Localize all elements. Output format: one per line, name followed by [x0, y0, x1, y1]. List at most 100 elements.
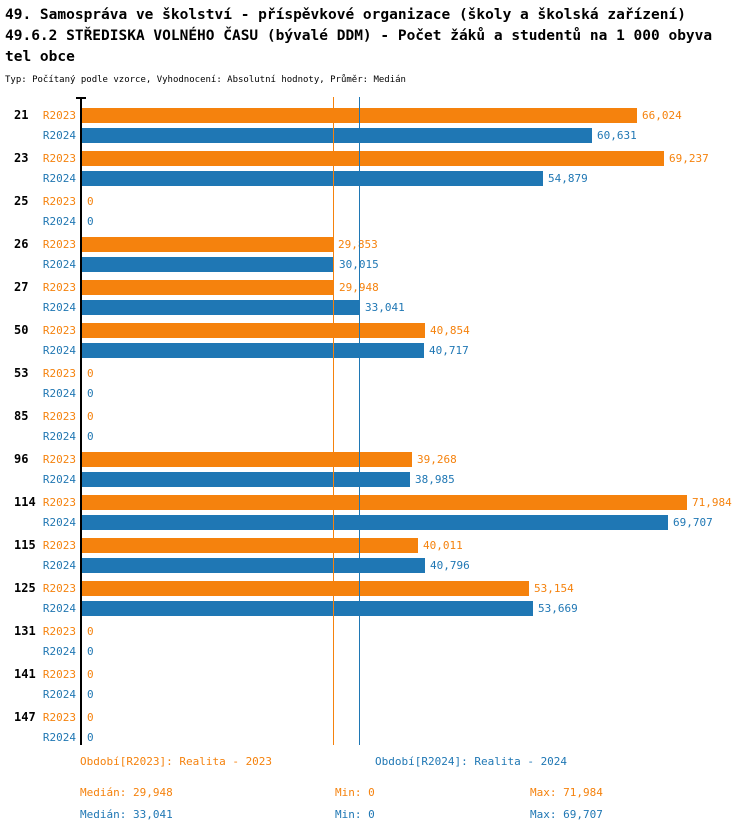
category-row-23: 23 R2023 69,237 R2024 54,879 [0, 143, 750, 186]
bar-line-r2023: R2023 0 [0, 624, 750, 639]
bar-value-r2023: 39,268 [417, 453, 457, 466]
bar-value-r2023: 66,024 [642, 109, 682, 122]
bar-value-r2024: 0 [87, 215, 94, 228]
bar-r2024 [82, 257, 334, 272]
category-label: 115 [14, 538, 36, 552]
series-label-r2023: R2023 [42, 109, 76, 122]
bar-value-r2024: 0 [87, 645, 94, 658]
series-label-r2024: R2024 [42, 172, 76, 185]
bar-r2024 [82, 515, 668, 530]
bar-value-r2023: 29,948 [339, 280, 379, 295]
bar-r2023 [82, 151, 664, 166]
legend-label-r2024: Období[R2024]: Realita - 2024 [375, 755, 568, 768]
bar-line-r2024: R2024 0 [0, 644, 750, 659]
bar-value-r2023: 0 [87, 410, 94, 423]
series-label-r2024: R2024 [42, 688, 76, 701]
series-label-r2023: R2023 [42, 152, 76, 165]
stats-row-r2024: Medián: 33,041 Min: 0 Max: 69,707 [0, 808, 750, 822]
series-label-r2024: R2024 [42, 301, 76, 314]
bar-line-r2023: R2023 66,024 [0, 108, 750, 123]
series-label-r2024: R2024 [42, 731, 76, 744]
category-row-50: 50 R2023 40,854 R2024 40,717 [0, 315, 750, 358]
chart-rows: 21 R2023 66,024 R2024 60,631 23 R2023 69,237 R20… [0, 100, 750, 745]
category-label: 23 [14, 151, 29, 165]
bar-r2024 [82, 558, 425, 573]
bar-r2024 [82, 300, 360, 315]
bar-value-r2023: 0 [87, 195, 94, 208]
series-label-r2024: R2024 [42, 215, 76, 228]
legend-label-r2023: Období[R2023]: Realita - 2023 [80, 755, 273, 768]
bar-value-r2024: 0 [87, 387, 94, 400]
series-label-r2023: R2023 [42, 625, 76, 638]
category-label: 147 [14, 710, 36, 724]
series-label-r2024: R2024 [42, 344, 76, 357]
bar-value-r2023: 53,154 [534, 582, 574, 595]
category-label: 26 [14, 237, 29, 251]
bar-r2023 [82, 538, 418, 553]
bar-line-r2024: R2024 53,669 [0, 601, 750, 616]
bar-value-r2024: 0 [87, 430, 94, 443]
series-label-r2024: R2024 [42, 516, 76, 529]
report-title-line-1: 49. Samospráva ve školství - příspěvkové… [5, 7, 686, 23]
category-row-125: 125 R2023 53,154 R2024 53,669 [0, 573, 750, 616]
bar-value-r2023: 29,853 [338, 238, 378, 251]
bar-value-r2023: 0 [87, 625, 94, 638]
category-label: 131 [14, 624, 36, 638]
bar-r2024 [82, 171, 543, 186]
bar-line-r2023: R2023 0 [0, 710, 750, 725]
series-label-r2024: R2024 [42, 473, 76, 486]
series-label-r2024: R2024 [42, 258, 76, 271]
report-title-line-2: 49.6.2 STŘEDISKA VOLNÉHO ČASU (bývalé DD… [5, 28, 713, 44]
bar-r2024 [82, 601, 533, 616]
bar-line-r2023: R2023 0 [0, 667, 750, 682]
y-axis-line [80, 97, 82, 745]
bar-line-r2024: R2024 40,796 [0, 558, 750, 573]
bar-value-r2024: 40,717 [429, 344, 469, 357]
bar-value-r2024: 54,879 [548, 172, 588, 185]
category-label: 141 [14, 667, 36, 681]
category-row-141: 141 R2023 0 R2024 0 [0, 659, 750, 702]
bar-value-r2024: 53,669 [538, 602, 578, 615]
series-label-r2023: R2023 [42, 195, 76, 208]
category-row-147: 147 R2023 0 R2024 0 [0, 702, 750, 745]
median-line-r2024 [359, 97, 360, 745]
category-label: 53 [14, 366, 29, 380]
category-row-53: 53 R2023 0 R2024 0 [0, 358, 750, 401]
report-subtitle: Typ: Počítaný podle vzorce, Vyhodnocení:… [5, 75, 406, 85]
bar-line-r2024: R2024 0 [0, 730, 750, 745]
series-label-r2023: R2023 [42, 711, 76, 724]
bar-line-r2024: R2024 0 [0, 429, 750, 444]
series-label-r2023: R2023 [42, 367, 76, 380]
series-label-r2024: R2024 [42, 430, 76, 443]
bar-line-r2023: R2023 40,854 [0, 323, 750, 338]
chart-legend: Období[R2023]: Realita - 2023 Období[R20… [0, 755, 750, 769]
bar-line-r2024: R2024 40,717 [0, 343, 750, 358]
bar-value-r2024: 33,041 [365, 301, 405, 314]
series-label-r2024: R2024 [42, 129, 76, 142]
category-row-85: 85 R2023 0 R2024 0 [0, 401, 750, 444]
bar-value-r2024: 38,985 [415, 473, 455, 486]
bar-line-r2024: R2024 30,015 [0, 257, 750, 272]
median-line-r2023 [333, 97, 334, 745]
bar-r2023 [82, 323, 425, 338]
bar-value-r2023: 40,854 [430, 324, 470, 337]
bar-r2024 [82, 472, 410, 487]
series-label-r2023: R2023 [42, 324, 76, 337]
category-label: 114 [14, 495, 36, 509]
bar-value-r2024: 69,707 [673, 516, 713, 529]
bar-line-r2023: R2023 0 [0, 366, 750, 381]
bar-line-r2024: R2024 38,985 [0, 472, 750, 487]
series-label-r2024: R2024 [42, 387, 76, 400]
category-row-21: 21 R2023 66,024 R2024 60,631 [0, 100, 750, 143]
bar-line-r2023: R2023 29,948 [0, 280, 750, 295]
series-label-r2023: R2023 [42, 668, 76, 681]
stats-row-r2023: Medián: 29,948 Min: 0 Max: 71,984 [0, 786, 750, 800]
bar-value-r2023: 69,237 [669, 152, 709, 165]
bar-line-r2024: R2024 0 [0, 386, 750, 401]
bar-r2023 [82, 495, 687, 510]
bar-value-r2024: 0 [87, 731, 94, 744]
series-label-r2023: R2023 [42, 410, 76, 423]
bar-line-r2023: R2023 40,011 [0, 538, 750, 553]
series-label-r2023: R2023 [42, 238, 76, 251]
category-row-96: 96 R2023 39,268 R2024 38,985 [0, 444, 750, 487]
